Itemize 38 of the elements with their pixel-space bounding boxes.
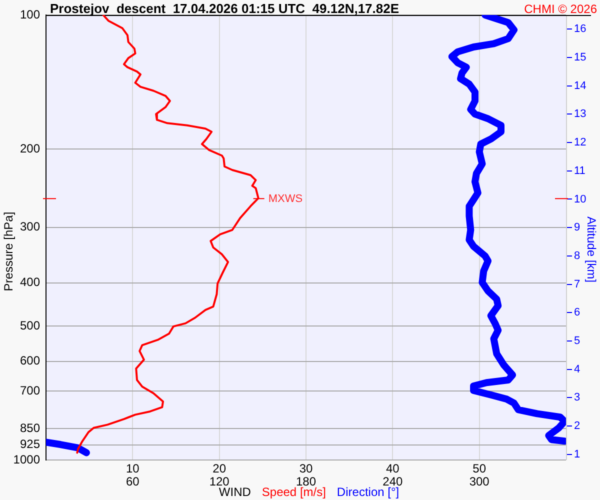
y-tick-label: 850 xyxy=(20,420,40,435)
y2-tick-label: 3 xyxy=(574,392,580,404)
x-tick-label: 20 xyxy=(212,461,226,476)
y-tick-label: 400 xyxy=(20,275,40,290)
y2-tick-label: 11 xyxy=(574,164,586,177)
y2-tick-label: 15 xyxy=(574,52,586,64)
y2-tick-label: 16 xyxy=(574,23,586,36)
y-tick-label: 300 xyxy=(20,220,40,234)
annotation: MXWS xyxy=(268,193,303,206)
y2-tick-label: 6 xyxy=(574,306,580,319)
y2-tick-label: 2 xyxy=(574,420,580,432)
y2-tick-label: 13 xyxy=(574,108,586,120)
y2-tick-label: 5 xyxy=(574,334,580,347)
y-tick-label: 700 xyxy=(20,383,40,398)
y2-tick-label: 10 xyxy=(574,193,586,206)
y2-tick-label: 4 xyxy=(574,363,580,376)
y-tick-label: 1000 xyxy=(13,452,40,466)
x-tick-label: 10 xyxy=(126,461,140,476)
y2-tick-label: 1 xyxy=(574,448,580,460)
y-tick-label: 100 xyxy=(20,7,40,22)
y-tick-label: 600 xyxy=(20,354,40,368)
y-axis-title: Pressure [hPa] xyxy=(1,212,16,292)
y2-tick-label: 12 xyxy=(574,136,586,149)
x2-tick-label: 60 xyxy=(126,474,140,488)
y2-axis-title: Altitude [km] xyxy=(584,216,599,283)
chart-title: Prostejov descent 17.04.2026 01:15 UTC 49.12N,17.82E xyxy=(50,1,400,16)
annotation: CHMI © 2026 xyxy=(524,2,598,16)
y-tick-label: 925 xyxy=(20,437,40,452)
x-tick-label: 40 xyxy=(386,461,400,476)
y2-tick-label: 9 xyxy=(574,222,580,234)
y-tick-label: 500 xyxy=(20,318,40,332)
y2-tick-label: 7 xyxy=(574,278,580,290)
y-tick-label: 200 xyxy=(20,141,40,156)
y2-tick-label: 14 xyxy=(574,80,586,92)
x-tick-label: 30 xyxy=(299,461,313,476)
x2-tick-label: 300 xyxy=(469,474,490,488)
y2-tick-label: 8 xyxy=(574,250,580,262)
x-tick-label: 50 xyxy=(472,461,486,476)
